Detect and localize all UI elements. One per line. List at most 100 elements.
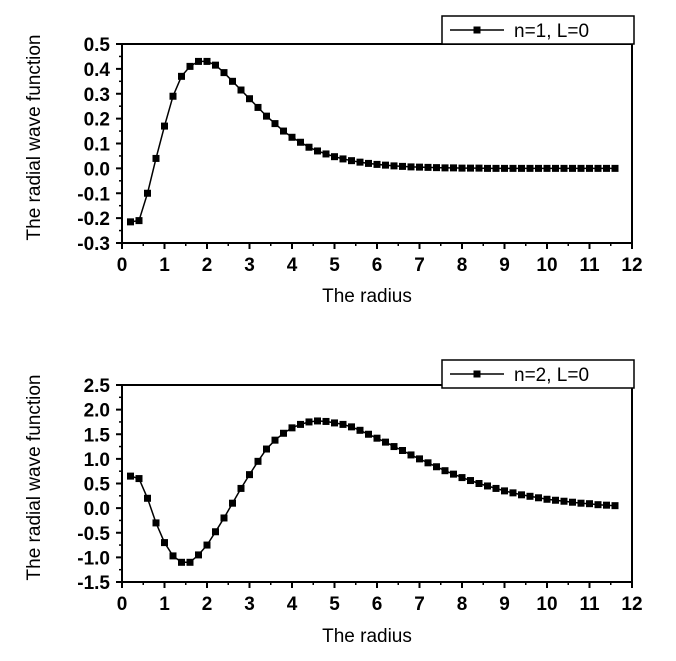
- chart1-x-tick-label: 2: [202, 255, 213, 276]
- chart2-data-point: [280, 429, 287, 437]
- chart2-data-point: [356, 426, 364, 434]
- chart1-data-point: [543, 164, 551, 172]
- chart2-data-point: [407, 451, 415, 459]
- chart1-data-point: [603, 164, 610, 172]
- chart2-data-point: [144, 494, 151, 502]
- chart1-y-tick-label: -0.3: [77, 234, 110, 255]
- chart1-y-tick-label: -0.2: [77, 209, 110, 230]
- chart1-data-point: [271, 120, 279, 128]
- chart2-data-point: [271, 436, 279, 444]
- chart2-data-point: [526, 492, 534, 500]
- chart1-data-point: [280, 127, 287, 135]
- chart2-x-tick-label: 7: [414, 594, 425, 615]
- chart1-data-point: [484, 164, 491, 172]
- chart1-x-tick-label: 7: [414, 255, 425, 276]
- chart1-data-point: [246, 95, 253, 103]
- chart2-x-tick-label: 6: [372, 594, 383, 615]
- chart1-y-tick-label: 0.4: [84, 60, 111, 81]
- chart1-data-point: [169, 92, 177, 100]
- chart1-data-point: [526, 164, 534, 172]
- chart1-x-tick-label: 8: [457, 255, 468, 276]
- chart1-data-point: [297, 138, 304, 146]
- chart1-data-point: [195, 57, 202, 65]
- chart1-data-point: [399, 162, 406, 170]
- chart2-data-point: [237, 484, 245, 492]
- chart1-data-point: [237, 86, 245, 94]
- chart2-x-tick-label: 9: [499, 594, 510, 615]
- chart2-data-point: [314, 417, 321, 425]
- chart1-y-tick-label: -0.1: [77, 184, 110, 205]
- chart2-data-point: [484, 482, 491, 490]
- chart1-data-point: [424, 163, 432, 171]
- chart1-x-tick-label: 12: [621, 255, 642, 276]
- chart1-data-point: [535, 164, 542, 172]
- chart1-data-point: [390, 162, 398, 170]
- chart2-y-tick-label: 2.5: [84, 376, 111, 397]
- chart1-series-line: [130, 60, 615, 223]
- chart1-data-point: [611, 164, 619, 172]
- chart1-data-point: [492, 164, 500, 172]
- chart1-x-tick-label: 4: [287, 255, 298, 276]
- chart2-data-point: [373, 434, 381, 442]
- chart2-y-tick-label: 2.0: [84, 401, 110, 422]
- chart1-data-point: [365, 159, 372, 167]
- chart2-x-tick-label: 10: [536, 594, 557, 615]
- chart1-x-axis-title: The radius: [322, 286, 412, 307]
- chart2-x-tick-label: 8: [457, 594, 468, 615]
- chart1-y-axis-title: The radial wave function: [24, 35, 45, 241]
- chart1-x-tick-label: 10: [536, 255, 557, 276]
- chart2-x-tick-label: 4: [287, 594, 298, 615]
- chart1-y-tick-label: 0.3: [84, 85, 110, 106]
- chart2-x-tick-label: 11: [579, 594, 600, 615]
- chart1-data-point: [331, 153, 338, 161]
- chart2-x-tick-label: 0: [117, 594, 128, 615]
- chart1-y-tick-label: 0.0: [84, 159, 110, 180]
- chart2-x-tick-label: 12: [621, 594, 642, 615]
- chart2-data-point: [212, 528, 219, 536]
- chart2-data-point: [441, 467, 449, 475]
- chart2-legend-marker: [473, 370, 481, 378]
- chart2-data-point: [229, 499, 236, 507]
- chart2-data-point: [178, 558, 185, 566]
- chart2-x-tick-label: 1: [159, 594, 170, 615]
- chart1-x-tick-label: 5: [329, 255, 340, 276]
- chart2-data-point: [560, 497, 568, 505]
- chart1-data-point: [212, 61, 219, 69]
- chart2-data-point: [594, 501, 602, 509]
- chart1-data-point: [356, 158, 364, 166]
- chart1-data-point: [382, 161, 389, 169]
- chart2-data-point: [339, 420, 347, 428]
- chart1-data-point: [586, 164, 593, 172]
- chart1-data-point: [594, 164, 602, 172]
- chart1-data-point: [577, 164, 585, 172]
- chart2-y-tick-label: -1.0: [77, 548, 110, 569]
- chart2-data-point: [535, 494, 542, 502]
- chart2-data-point: [263, 445, 270, 453]
- chart1-legend-marker: [473, 26, 481, 34]
- chart1-data-point: [569, 164, 576, 172]
- chart2-data-point: [611, 502, 619, 510]
- chart1-y-tick-label: 0.2: [84, 110, 110, 131]
- chart1-x-tick-label: 6: [372, 255, 383, 276]
- chart1-data-point: [509, 164, 517, 172]
- chart1-data-point: [501, 164, 508, 172]
- chart2-data-point: [297, 420, 304, 428]
- chart2-data-point: [501, 487, 508, 495]
- chart2-x-tick-label: 5: [329, 594, 340, 615]
- chart1-data-point: [441, 164, 449, 172]
- chart1-data-point: [348, 157, 355, 165]
- chart1-data-point: [288, 133, 296, 141]
- chart2-data-point: [586, 500, 593, 508]
- chart2-x-tick-label: 3: [244, 594, 255, 615]
- chart2-data-point: [161, 539, 168, 547]
- chart2-data-point: [433, 463, 440, 471]
- chart1-plot-frame: [121, 43, 633, 244]
- chart1-data-point: [220, 69, 228, 77]
- chart2-data-point: [450, 470, 457, 478]
- chart2-x-tick-label: 2: [202, 594, 213, 615]
- chart2-y-axis-title: The radial wave function: [24, 375, 45, 581]
- chart2-data-point: [305, 418, 313, 426]
- chart2-data-point: [569, 498, 576, 506]
- chart2-data-point: [127, 472, 134, 480]
